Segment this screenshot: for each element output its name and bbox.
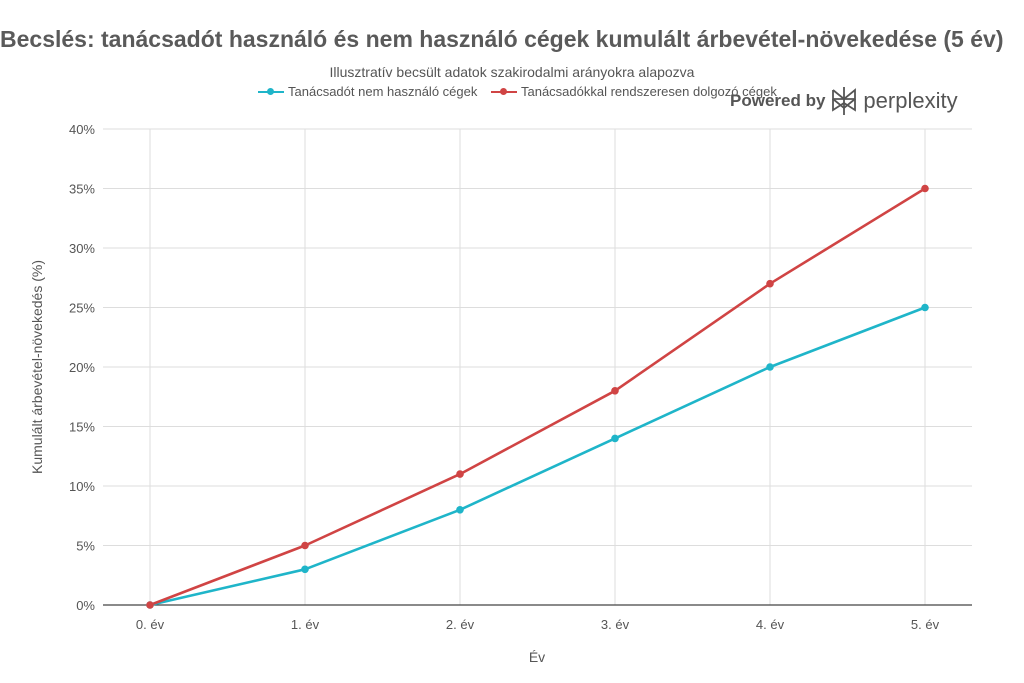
y-tick-label: 20%: [69, 360, 95, 375]
legend-swatch-series-2: [490, 86, 517, 98]
y-tick-label: 10%: [69, 479, 95, 494]
data-point-series-2[interactable]: [301, 541, 309, 550]
x-axis-label: Év: [529, 649, 545, 665]
x-tick-label: 4. év: [756, 617, 785, 632]
data-point-series-2[interactable]: [611, 387, 619, 395]
x-tick-label: 3. év: [601, 617, 630, 632]
x-tick-label: 5. év: [911, 617, 940, 632]
data-point-series-2[interactable]: [456, 470, 464, 478]
perplexity-branding: Powered by perplexity: [730, 86, 958, 116]
legend-item-series-1[interactable]: Tanácsadót nem használó cégek: [258, 84, 477, 99]
y-tick-label: 25%: [69, 301, 95, 316]
legend-label-series-2: Tanácsadókkal rendszeresen dolgozó cégek: [520, 84, 777, 99]
legend-swatch-series-1: [258, 86, 284, 98]
y-tick-label: 40%: [69, 122, 95, 137]
y-tick-label: 0%: [76, 598, 95, 613]
data-point-series-1[interactable]: [921, 303, 929, 312]
legend-item-series-2[interactable]: Tanácsadókkal rendszeresen dolgozó cégek: [490, 84, 777, 99]
data-point-series-1[interactable]: [456, 506, 464, 514]
y-tick-label: 35%: [69, 182, 95, 197]
y-axis-label: Kumulált árbevétel-növekedés (%): [29, 260, 45, 474]
data-point-series-2[interactable]: [146, 601, 154, 609]
legend: Tanácsadót nem használó cégek Tanácsadók…: [258, 84, 787, 101]
y-tick-label: 30%: [69, 241, 95, 256]
data-point-series-1[interactable]: [301, 565, 309, 574]
chart-title: Becslés: tanácsadót használó és nem hasz…: [0, 26, 1004, 52]
series-line-2[interactable]: [149, 187, 926, 607]
data-point-series-2[interactable]: [921, 184, 929, 193]
powered-by-label: Powered by: [730, 91, 826, 110]
y-tick-label: 5%: [76, 539, 95, 554]
perplexity-logo-icon: [832, 87, 857, 115]
data-point-series-1[interactable]: [611, 434, 619, 443]
data-point-series-1[interactable]: [146, 601, 154, 609]
x-tick-label: 1. év: [291, 617, 320, 632]
y-tick-label: 15%: [69, 420, 95, 435]
series-line-1[interactable]: [149, 306, 926, 607]
data-point-series-1[interactable]: [766, 363, 774, 371]
data-point-series-2[interactable]: [766, 279, 774, 288]
legend-label-series-1: Tanácsadót nem használó cégek: [288, 84, 478, 99]
x-tick-label: 2. év: [446, 617, 475, 632]
chart-subtitle: Illusztratív becsült adatok szakirodalmi…: [329, 64, 695, 80]
x-tick-label: 0. év: [136, 617, 165, 632]
perplexity-wordmark: perplexity: [863, 88, 958, 113]
